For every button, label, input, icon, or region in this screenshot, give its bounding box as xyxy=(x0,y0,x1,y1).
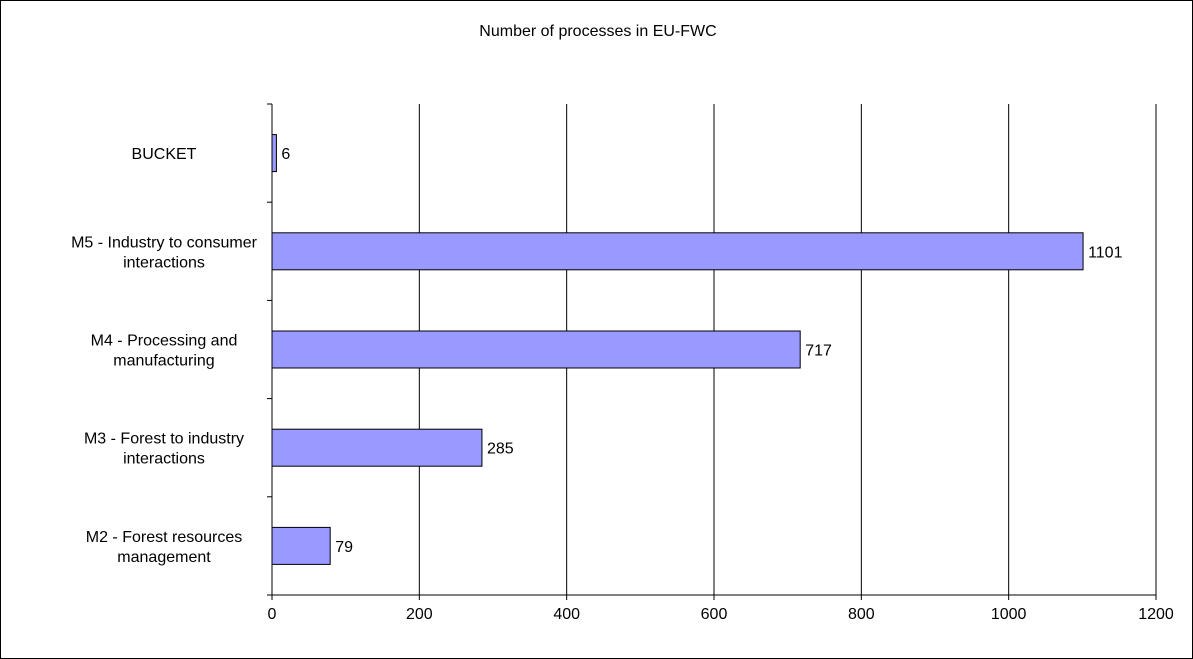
category-label: manufacturing xyxy=(113,353,214,370)
bar-value-label: 1101 xyxy=(1088,244,1123,261)
bar-value-label: 717 xyxy=(805,343,832,360)
x-tick-label: 200 xyxy=(406,606,433,623)
bar xyxy=(271,232,1084,271)
category-label: M4 - Processing and xyxy=(91,333,238,350)
category-label: management xyxy=(117,549,211,566)
category-label: BUCKET xyxy=(132,146,197,163)
category-label: M5 - Industry to consumer xyxy=(71,234,258,251)
bar xyxy=(271,428,483,467)
bar xyxy=(271,526,331,565)
bar xyxy=(271,330,801,369)
bar-value-label: 285 xyxy=(487,441,514,458)
bar xyxy=(271,134,277,173)
x-tick-label: 800 xyxy=(848,606,875,623)
category-label: interactions xyxy=(123,254,205,271)
category-label: M3 - Forest to industry xyxy=(84,431,244,448)
bar-value-label: 79 xyxy=(335,539,353,556)
category-label: M2 - Forest resources xyxy=(86,529,242,546)
chart-title: Number of processes in EU-FWC xyxy=(479,23,716,40)
x-tick-label: 0 xyxy=(268,606,277,623)
x-tick-label: 1000 xyxy=(991,606,1027,623)
category-label: interactions xyxy=(123,451,205,468)
plot-area: 0 200 400 600 800 1000 1200 6 BUCKET 1101 M5 - Ind… xyxy=(71,103,1174,623)
x-tick-label: 400 xyxy=(553,606,580,623)
x-tick-label: 1200 xyxy=(1138,606,1174,623)
bar-value-label: 6 xyxy=(281,146,290,163)
x-tick-label: 600 xyxy=(701,606,728,623)
